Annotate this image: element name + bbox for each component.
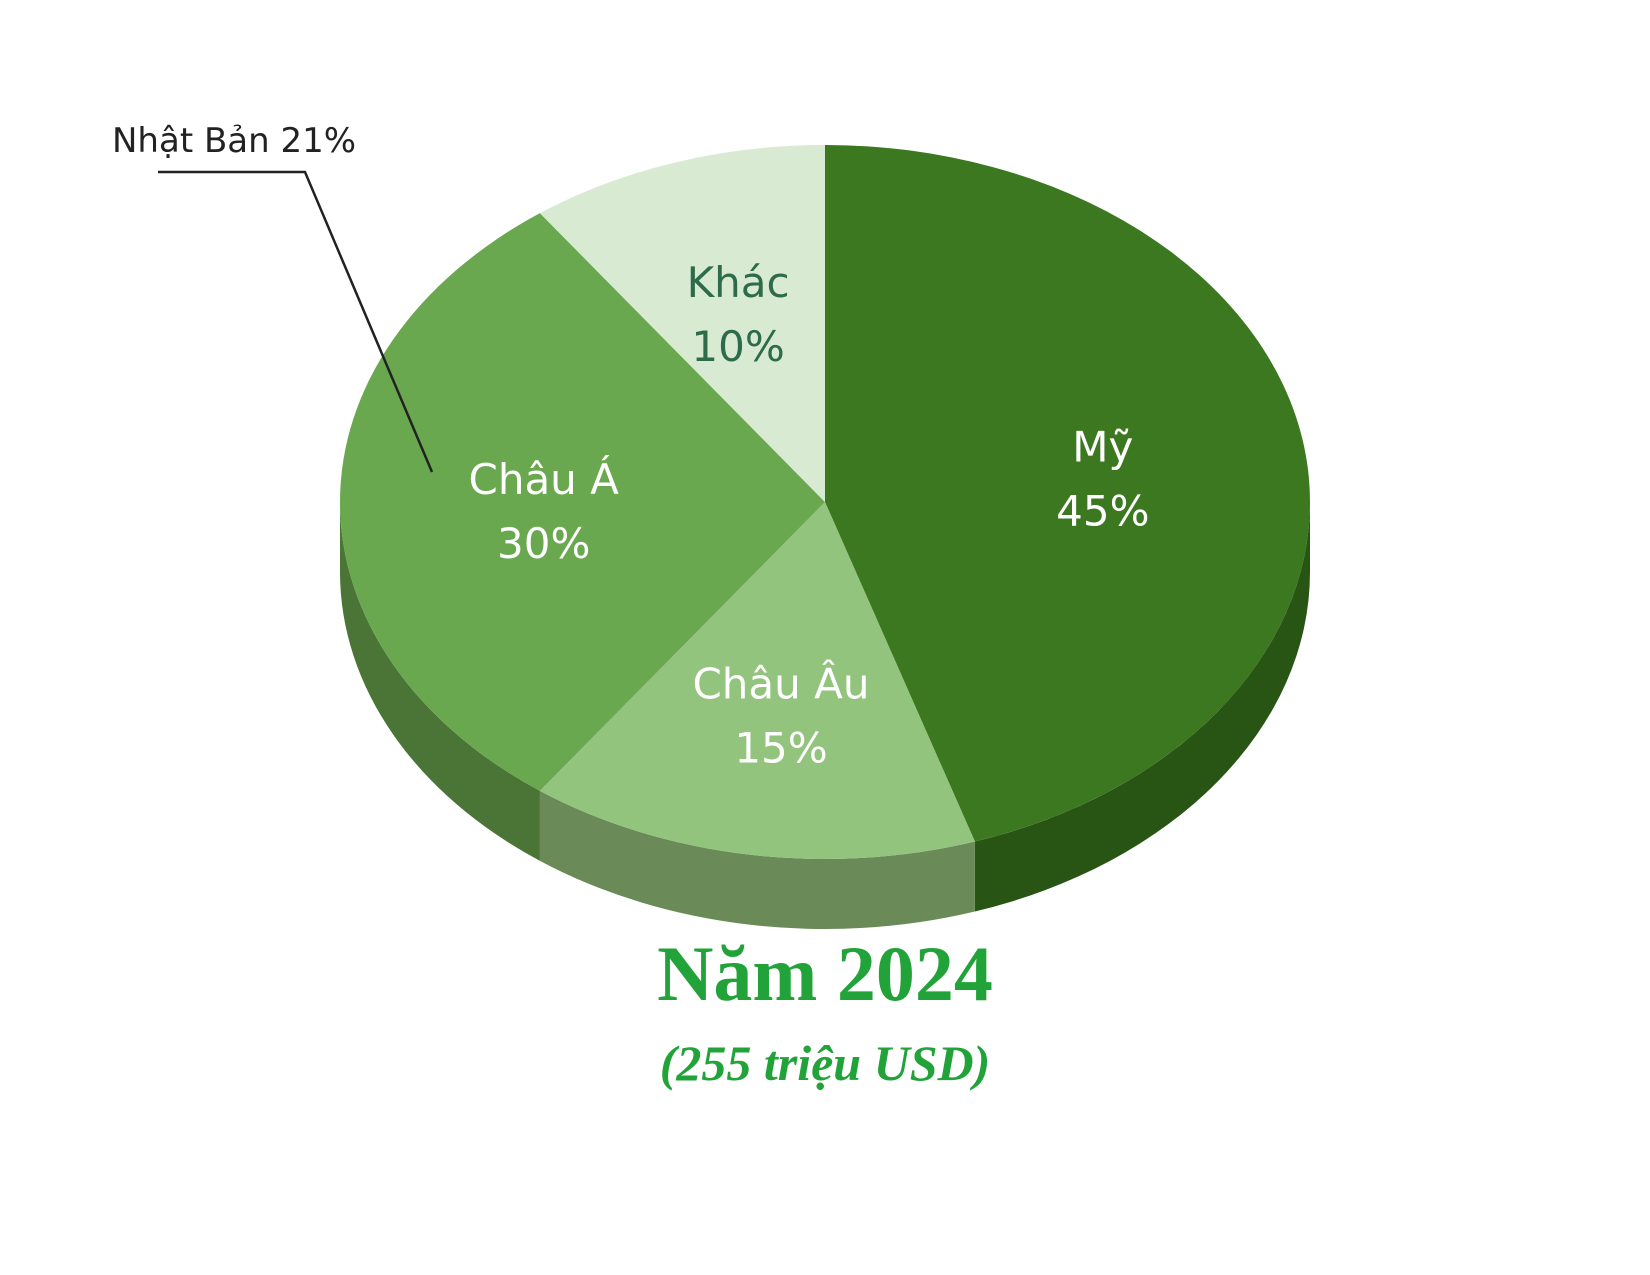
pie-slice-khac <box>539 145 825 502</box>
pie-tops <box>339 145 1310 859</box>
slice-label-my: Mỹ <box>1072 423 1133 472</box>
pie-sides <box>340 502 1310 929</box>
callout-leader-line <box>158 170 434 473</box>
pie-side-my <box>974 502 1310 912</box>
pie-side-chau-au <box>539 790 975 929</box>
callout-label: Nhật Bản 21% <box>112 121 356 161</box>
chart-title: Năm 2024 <box>657 930 993 1017</box>
slice-value-khac: 10% <box>691 322 784 371</box>
slice-value-my: 45% <box>1056 487 1149 536</box>
slice-label-chau-au: Châu Âu <box>692 659 869 709</box>
pie-labels: Mỹ 45% Châu Âu 15% Châu Á 30% Khác 10% <box>469 258 1150 772</box>
pie-side-chau-a <box>340 502 540 861</box>
slice-label-chau-a: Châu Á <box>469 454 620 504</box>
chart-subtitle: (255 triệu USD) <box>659 1035 991 1091</box>
slice-value-chau-a: 30% <box>497 519 590 568</box>
pie-slice-chau-au <box>539 502 975 859</box>
callout: Nhật Bản 21% <box>112 121 434 473</box>
slice-value-chau-au: 15% <box>734 724 827 773</box>
pie-slice-chau-a <box>339 213 825 791</box>
pie-slice-my <box>825 145 1310 842</box>
slice-label-khac: Khác <box>687 258 790 307</box>
